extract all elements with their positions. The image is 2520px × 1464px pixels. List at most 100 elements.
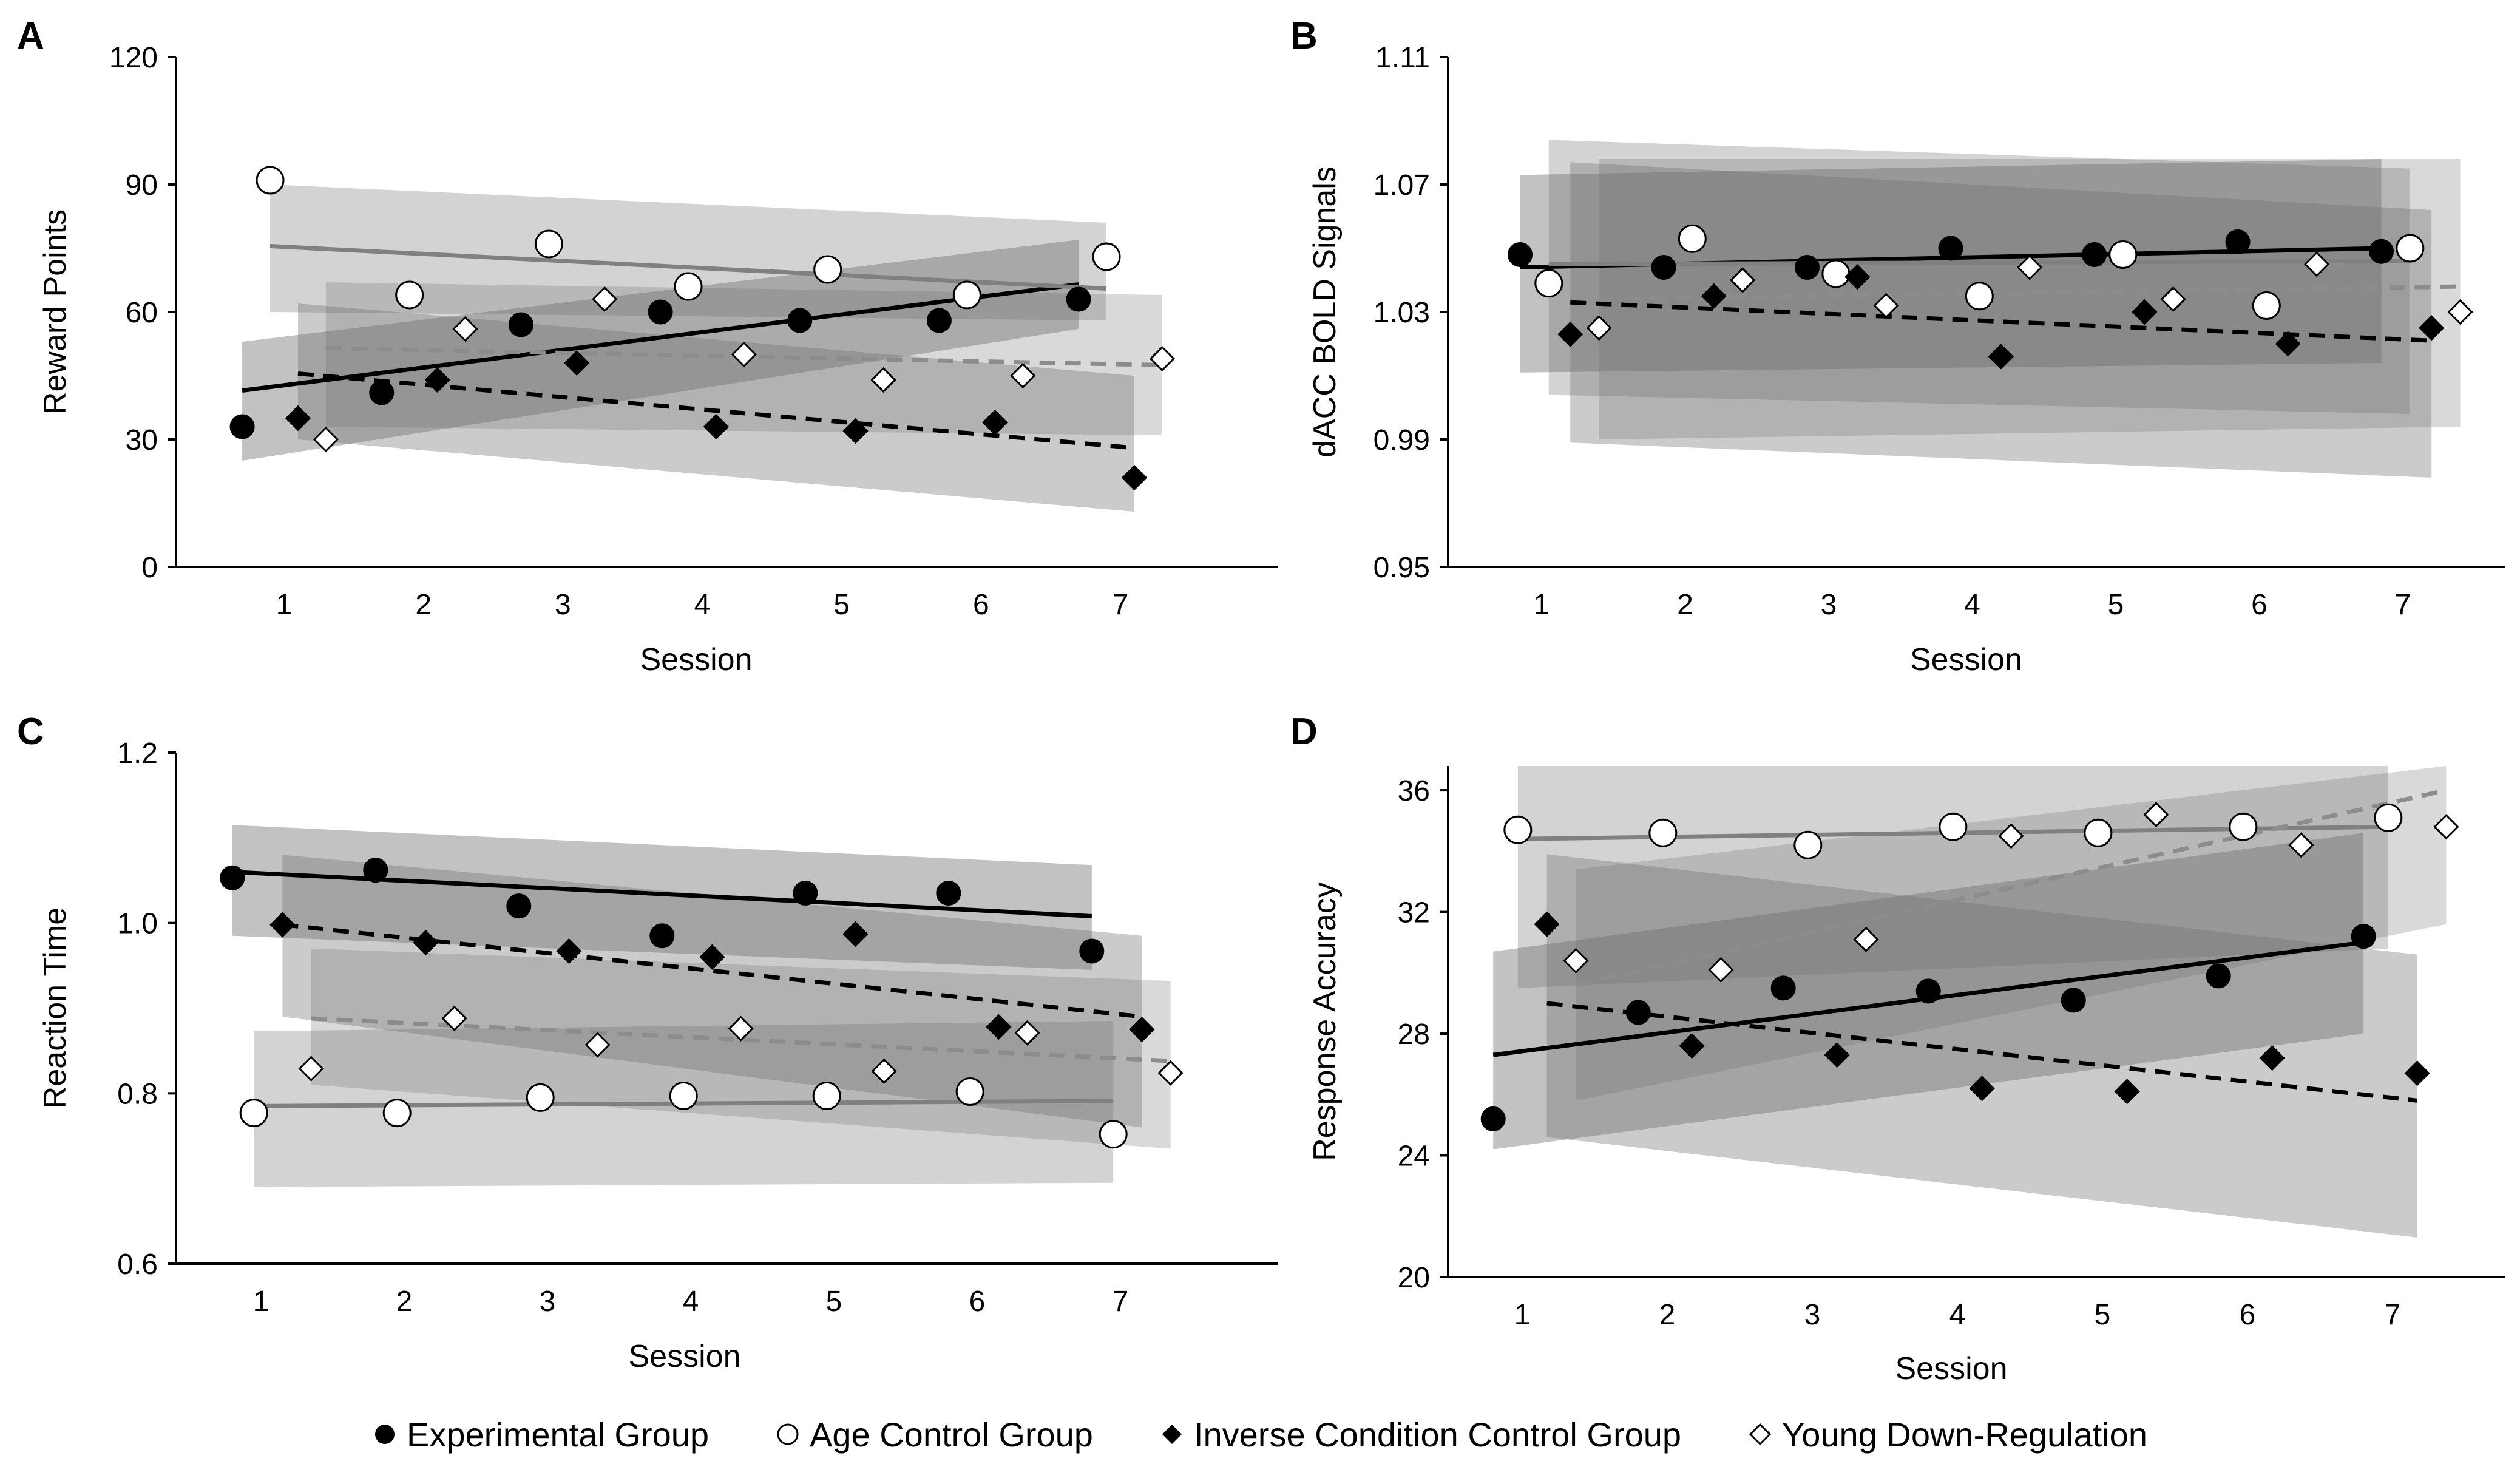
data-point-age bbox=[1965, 282, 1994, 311]
y-tick-label: 0.99 bbox=[1373, 424, 1430, 456]
series-age bbox=[1503, 803, 2403, 859]
data-point-exp bbox=[2369, 239, 2394, 264]
data-point-young bbox=[313, 426, 339, 453]
data-point-young bbox=[1563, 947, 1589, 974]
y-tick-label: 1.11 bbox=[1375, 42, 1430, 74]
data-point-inv bbox=[413, 929, 439, 956]
x-tick-label: 6 bbox=[2240, 1299, 2256, 1331]
series-exp bbox=[229, 286, 1091, 439]
data-point-exp bbox=[936, 881, 961, 906]
y-tick-label: 0.8 bbox=[117, 1078, 158, 1110]
x-tick-label: 1 bbox=[276, 589, 293, 621]
series-exp bbox=[1508, 229, 2394, 280]
x-tick-label: 7 bbox=[1113, 589, 1129, 621]
data-point-exp bbox=[229, 414, 255, 439]
x-tick-label: 5 bbox=[2108, 589, 2124, 621]
data-point-young bbox=[2288, 832, 2314, 858]
confidence-band-inv bbox=[282, 855, 1142, 1128]
confidence-band-exp bbox=[242, 240, 1079, 461]
confidence-bands bbox=[1520, 140, 2461, 478]
data-point-inv bbox=[842, 921, 869, 947]
data-point-inv bbox=[1679, 1032, 1705, 1059]
x-axis-title: Session bbox=[1895, 1351, 2008, 1386]
y-tick-label: 1.03 bbox=[1373, 297, 1430, 329]
data-point-inv bbox=[556, 938, 582, 964]
data-point-inv bbox=[2404, 1060, 2430, 1086]
x-tick-label: 2 bbox=[396, 1286, 413, 1318]
legend-label-age-control: Age Control Group bbox=[810, 1415, 1093, 1454]
y-tick-label: 32 bbox=[1398, 897, 1430, 929]
data-point-inv bbox=[2275, 331, 2301, 357]
series-inv bbox=[1557, 264, 2445, 370]
trend-line-inv bbox=[282, 922, 1142, 1019]
data-point-young bbox=[1157, 1060, 1184, 1086]
data-point-inv bbox=[1988, 344, 2014, 370]
data-point-exp bbox=[1795, 255, 1820, 280]
y-tick-label: 1.0 bbox=[117, 908, 158, 940]
panel-b-chart: B 0.95 0.99 1.03 1.07 1.11 1 2 3 4 5 6 7 dACC BOLD Si… bbox=[1290, 15, 2505, 677]
y-tick-label: 0.95 bbox=[1373, 552, 1430, 584]
series-age bbox=[239, 1077, 1128, 1149]
data-point-inv bbox=[1129, 1016, 1155, 1043]
y-tick-label: 0 bbox=[141, 552, 158, 584]
series-exp bbox=[220, 858, 1105, 964]
data-point-exp bbox=[2061, 988, 2086, 1013]
data-point-exp bbox=[2206, 963, 2231, 989]
data-point-age bbox=[1099, 1120, 1128, 1149]
data-point-exp bbox=[1066, 286, 1091, 312]
x-tick-label: 7 bbox=[1113, 1286, 1129, 1318]
data-point-young bbox=[2447, 299, 2473, 325]
data-point-exp bbox=[2351, 924, 2376, 949]
confidence-band-exp bbox=[232, 825, 1092, 970]
data-point-young bbox=[1014, 1020, 1040, 1046]
open-circle-icon bbox=[777, 1423, 799, 1445]
y-tick-label: 36 bbox=[1398, 775, 1430, 807]
data-point-young bbox=[731, 341, 757, 368]
y-tick-label: 90 bbox=[126, 169, 158, 202]
data-point-young bbox=[1586, 315, 1612, 341]
data-point-age bbox=[1534, 269, 1563, 298]
x-tick-label: 6 bbox=[969, 1286, 986, 1318]
data-point-age bbox=[2252, 291, 2281, 320]
panel-letter: A bbox=[17, 15, 44, 57]
data-point-exp bbox=[648, 299, 673, 325]
data-point-young bbox=[1729, 267, 1756, 293]
panel-letter: B bbox=[1290, 15, 1318, 57]
data-point-exp bbox=[787, 308, 813, 333]
y-tick-label: 30 bbox=[126, 424, 158, 456]
confidence-band-inv bbox=[1570, 162, 2432, 478]
data-point-inv bbox=[564, 350, 590, 376]
series-age bbox=[1534, 224, 2425, 320]
y-tick-label: 20 bbox=[1398, 1262, 1430, 1294]
data-point-young bbox=[1708, 957, 1734, 983]
series-young bbox=[313, 286, 1176, 453]
data-point-inv bbox=[2419, 315, 2445, 341]
data-point-age bbox=[2396, 234, 2425, 263]
data-point-young bbox=[1149, 345, 1176, 372]
filled-circle-icon bbox=[375, 1425, 395, 1444]
x-tick-label: 6 bbox=[2251, 589, 2268, 621]
x-tick-label: 5 bbox=[833, 589, 850, 621]
data-point-young bbox=[452, 316, 478, 342]
x-tick-label: 1 bbox=[253, 1286, 269, 1318]
x-tick-label: 5 bbox=[2095, 1299, 2111, 1331]
data-point-young bbox=[441, 1005, 467, 1031]
data-point-age bbox=[2229, 812, 2258, 841]
y-axis-title: Reaction Time bbox=[38, 907, 73, 1109]
data-point-inv bbox=[699, 944, 725, 970]
data-point-exp bbox=[369, 380, 395, 405]
legend-item-age-control: Age Control Group bbox=[776, 1415, 1093, 1454]
data-point-exp bbox=[1651, 255, 1676, 280]
data-point-inv bbox=[986, 1014, 1012, 1040]
y-tick-label: 0.6 bbox=[117, 1249, 158, 1281]
x-tick-label: 1 bbox=[1514, 1299, 1531, 1331]
panel-a-chart: A 0 30 60 90 120 1 2 3 4 5 6 7 Reward Points Session bbox=[17, 15, 1278, 677]
data-point-young bbox=[1998, 823, 2024, 849]
data-point-age bbox=[1678, 224, 1707, 253]
x-axis-title: Session bbox=[640, 642, 753, 677]
data-point-age bbox=[812, 1082, 841, 1111]
data-point-inv bbox=[1844, 264, 1871, 290]
data-point-exp bbox=[363, 858, 388, 883]
data-point-age bbox=[526, 1083, 555, 1112]
data-point-young bbox=[2143, 802, 2169, 828]
